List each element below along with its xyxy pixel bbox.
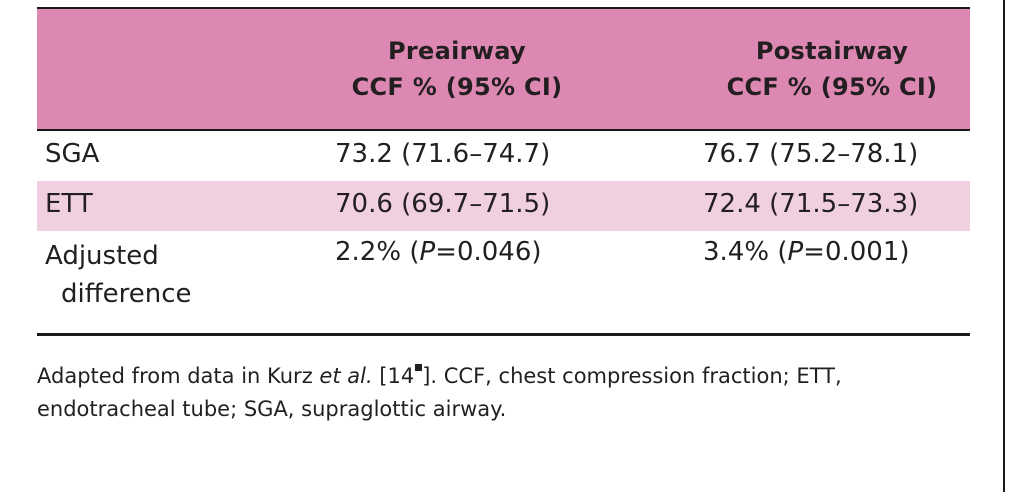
table-bottom-rule <box>37 333 970 336</box>
row-pre-value: 2.2% (P=0.046) <box>335 237 542 267</box>
table-row-sga: SGA 73.2 (71.6–74.7) 76.7 (75.2–78.1) <box>37 131 970 181</box>
footnote-text-1: Adapted from data in Kurz <box>37 364 320 388</box>
ccf-table: Preairway CCF % (95% CI) Postairway CCF … <box>37 7 970 336</box>
row-pre-value: 70.6 (69.7–71.5) <box>335 189 551 219</box>
row-label: ETT <box>45 189 93 219</box>
header-preairway-unit: CCF % (95% CI) <box>351 73 563 101</box>
table-row-ett: ETT 70.6 (69.7–71.5) 72.4 (71.5–73.3) <box>37 181 970 231</box>
footnote-et-al: et al. <box>319 364 373 388</box>
row-pre-value: 73.2 (71.6–74.7) <box>335 139 551 169</box>
post-p-value: =0.001) <box>803 237 910 267</box>
post-p-symbol: P <box>787 237 804 267</box>
header-rule <box>37 129 970 131</box>
table-row-adjusted-difference: Adjusted difference 2.2% (P=0.046) 3.4% … <box>37 231 970 333</box>
page-edge-rule <box>1003 0 1005 492</box>
header-postairway-title: Postairway <box>755 37 909 65</box>
row-post-value: 72.4 (71.5–73.3) <box>703 189 919 219</box>
pre-percent: 2.2% ( <box>335 237 420 267</box>
footnote-text-2: [14 <box>372 364 415 388</box>
row-label-line1: Adjusted <box>45 241 159 271</box>
row-post-value: 3.4% (P=0.001) <box>703 237 910 267</box>
pre-p-symbol: P <box>419 237 436 267</box>
table-top-rule <box>37 7 970 9</box>
post-percent: 3.4% ( <box>703 237 788 267</box>
citation-square-icon <box>415 364 423 371</box>
footnote-text-3: ]. CCF, chest compression fraction; ETT,… <box>37 364 842 421</box>
header-preairway-title: Preairway <box>388 37 526 65</box>
header-postairway-unit: CCF % (95% CI) <box>726 73 938 101</box>
pre-p-value: =0.046) <box>435 237 542 267</box>
row-label: SGA <box>45 139 100 169</box>
header-postairway: Postairway CCF % (95% CI) <box>697 33 967 105</box>
row-post-value: 76.7 (75.2–78.1) <box>703 139 919 169</box>
row-label-line2: difference <box>61 279 192 309</box>
header-preairway: Preairway CCF % (95% CI) <box>337 33 577 105</box>
table-header: Preairway CCF % (95% CI) Postairway CCF … <box>37 9 970 129</box>
row-label: Adjusted difference <box>45 237 192 313</box>
table-footnote: Adapted from data in Kurz et al. [14]. C… <box>37 360 977 426</box>
